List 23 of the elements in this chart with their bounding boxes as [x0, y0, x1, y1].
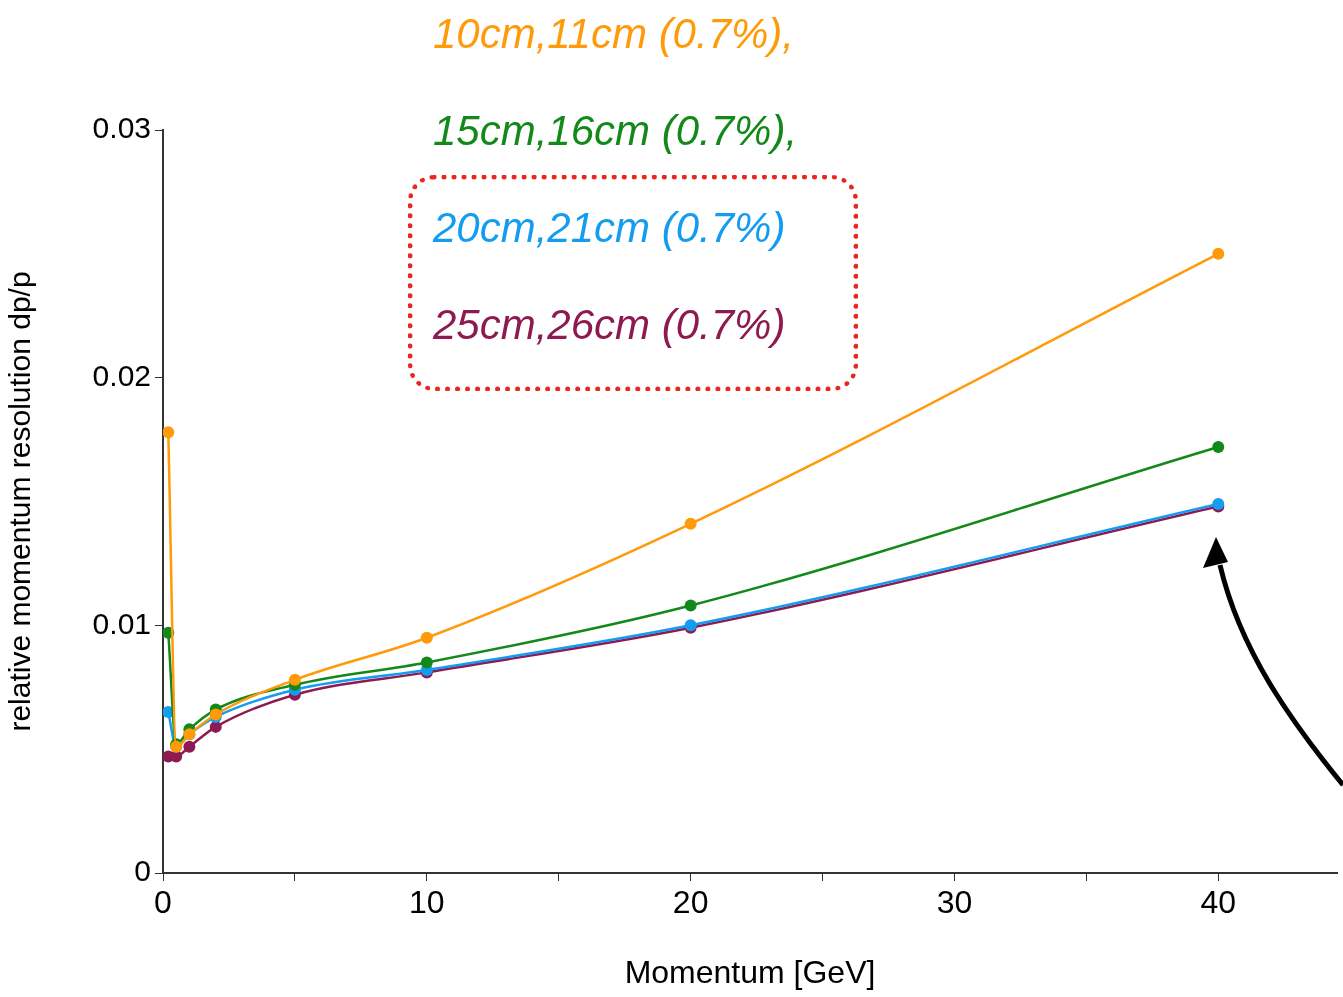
text: 15cm,16cm (0.7%),: [433, 106, 798, 156]
y-tick-label: 0.02: [92, 358, 151, 392]
point: [1212, 247, 1225, 260]
text: 20cm,21cm (0.7%): [433, 203, 787, 253]
point: [1212, 441, 1225, 454]
text: 10cm,11cm (0.7%),: [433, 9, 795, 59]
y-axis-title: relative momentum resolution dp/p: [3, 271, 37, 732]
point: [163, 426, 175, 439]
y-tick-label: 0.01: [92, 606, 151, 640]
x-tick-label: 20: [672, 884, 709, 921]
point: [684, 599, 697, 612]
x-axis-title: Momentum [GeV]: [624, 953, 876, 990]
y-tick-label: 0.03: [92, 111, 151, 145]
text: 25cm,26cm (0.7%): [433, 300, 787, 350]
x-tick-label: 10: [409, 884, 445, 921]
x-tick-label: 40: [1200, 884, 1237, 921]
point: [420, 656, 433, 669]
point: [684, 517, 697, 530]
point: [288, 673, 301, 686]
y-tick-label: 0: [134, 854, 151, 888]
point: [183, 740, 196, 753]
point: [420, 631, 433, 644]
x-tick-label: 30: [936, 884, 973, 921]
